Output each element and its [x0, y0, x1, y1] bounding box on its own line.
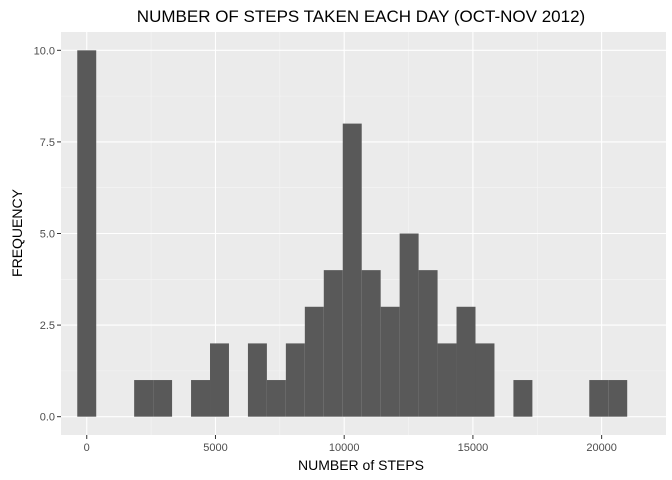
- histogram-bar: [153, 380, 173, 417]
- histogram-bar: [399, 233, 419, 417]
- x-tick-label: 5000: [203, 442, 227, 454]
- chart-title: NUMBER OF STEPS TAKEN EACH DAY (OCT-NOV …: [137, 7, 585, 26]
- histogram-bar: [361, 270, 381, 417]
- histogram-bar: [247, 343, 267, 417]
- x-tick-label: 15000: [458, 442, 489, 454]
- x-tick-label: 10000: [329, 442, 360, 454]
- histogram-bar: [380, 306, 400, 417]
- x-tick-label: 0: [84, 442, 90, 454]
- histogram-bar: [285, 343, 305, 417]
- histogram-bar: [266, 380, 286, 417]
- histogram-bar: [475, 343, 495, 417]
- y-tick-label: 2.5: [40, 320, 55, 332]
- histogram-bar: [304, 306, 324, 417]
- histogram-bar: [323, 270, 343, 417]
- histogram-bar: [418, 270, 438, 417]
- histogram-bar: [589, 380, 609, 417]
- histogram-bar: [191, 380, 211, 417]
- histogram-bars: [77, 50, 628, 417]
- y-tick-label: 0.0: [40, 412, 55, 424]
- histogram-bar: [456, 306, 476, 417]
- y-tick-label: 5.0: [40, 229, 55, 241]
- x-axis-title: NUMBER of STEPS: [298, 457, 424, 473]
- histogram-bar: [342, 123, 362, 417]
- histogram-bar: [437, 343, 457, 417]
- histogram-bar: [513, 380, 533, 417]
- x-axis: 0 5000 10000 15000 20000: [84, 435, 617, 454]
- histogram-bar: [134, 380, 154, 417]
- x-tick-label: 20000: [586, 442, 617, 454]
- y-tick-label: 7.5: [40, 137, 55, 149]
- y-axis: 0.0 2.5 5.0 7.5 10.0: [34, 45, 61, 424]
- y-axis-title: FREQUENCY: [9, 188, 25, 277]
- histogram-bar: [608, 380, 628, 417]
- histogram-bar: [77, 50, 97, 417]
- histogram-bar: [210, 343, 229, 417]
- y-tick-label: 10.0: [34, 45, 55, 57]
